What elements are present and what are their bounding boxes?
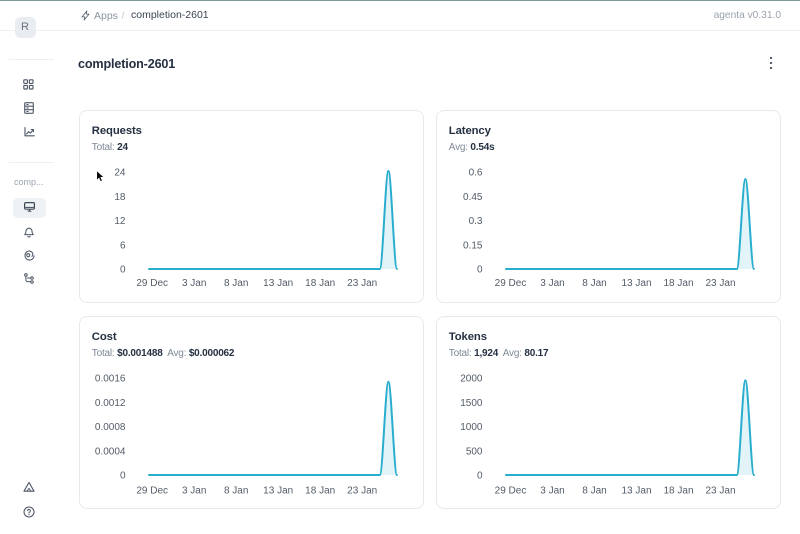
svg-text:500: 500: [466, 446, 483, 457]
svg-text:29 Dec: 29 Dec: [495, 278, 527, 289]
svg-text:18 Jan: 18 Jan: [305, 278, 335, 289]
svg-text:23 Jan: 23 Jan: [347, 486, 377, 497]
svg-text:8 Jan: 8 Jan: [224, 278, 248, 289]
svg-text:0: 0: [120, 471, 126, 482]
svg-text:18: 18: [114, 192, 126, 203]
svg-text:0.0008: 0.0008: [95, 422, 126, 433]
svg-text:6: 6: [120, 240, 126, 251]
svg-text:23 Jan: 23 Jan: [347, 278, 377, 289]
svg-text:3 Jan: 3 Jan: [182, 278, 206, 289]
svg-text:23 Jan: 23 Jan: [705, 486, 735, 497]
svg-text:12: 12: [114, 216, 126, 227]
svg-text:23 Jan: 23 Jan: [705, 278, 735, 289]
svg-text:0: 0: [477, 471, 483, 482]
svg-text:0.0012: 0.0012: [95, 398, 126, 409]
svg-text:18 Jan: 18 Jan: [663, 278, 693, 289]
svg-text:0.45: 0.45: [463, 192, 483, 203]
svg-text:1000: 1000: [460, 422, 483, 433]
svg-text:0.6: 0.6: [469, 168, 483, 179]
svg-text:13 Jan: 13 Jan: [621, 278, 651, 289]
svg-text:3 Jan: 3 Jan: [182, 486, 206, 497]
svg-text:18 Jan: 18 Jan: [305, 486, 335, 497]
svg-text:3 Jan: 3 Jan: [540, 486, 564, 497]
svg-text:18 Jan: 18 Jan: [663, 486, 693, 497]
svg-text:13 Jan: 13 Jan: [263, 278, 293, 289]
svg-text:0: 0: [477, 265, 483, 276]
svg-text:29 Dec: 29 Dec: [495, 486, 527, 497]
svg-text:0.3: 0.3: [469, 216, 483, 227]
svg-text:13 Jan: 13 Jan: [621, 486, 651, 497]
svg-text:8 Jan: 8 Jan: [224, 486, 248, 497]
svg-text:2000: 2000: [460, 374, 483, 385]
svg-text:0.0016: 0.0016: [95, 374, 126, 385]
svg-text:24: 24: [114, 168, 126, 179]
svg-text:0.0004: 0.0004: [95, 446, 126, 457]
svg-text:3 Jan: 3 Jan: [540, 278, 564, 289]
svg-text:8 Jan: 8 Jan: [582, 486, 606, 497]
svg-text:29 Dec: 29 Dec: [136, 278, 168, 289]
svg-text:29 Dec: 29 Dec: [136, 486, 168, 497]
svg-text:0.15: 0.15: [463, 240, 483, 251]
svg-text:0: 0: [120, 265, 126, 276]
svg-text:13 Jan: 13 Jan: [263, 486, 293, 497]
svg-text:8 Jan: 8 Jan: [582, 278, 606, 289]
svg-text:1500: 1500: [460, 398, 483, 409]
